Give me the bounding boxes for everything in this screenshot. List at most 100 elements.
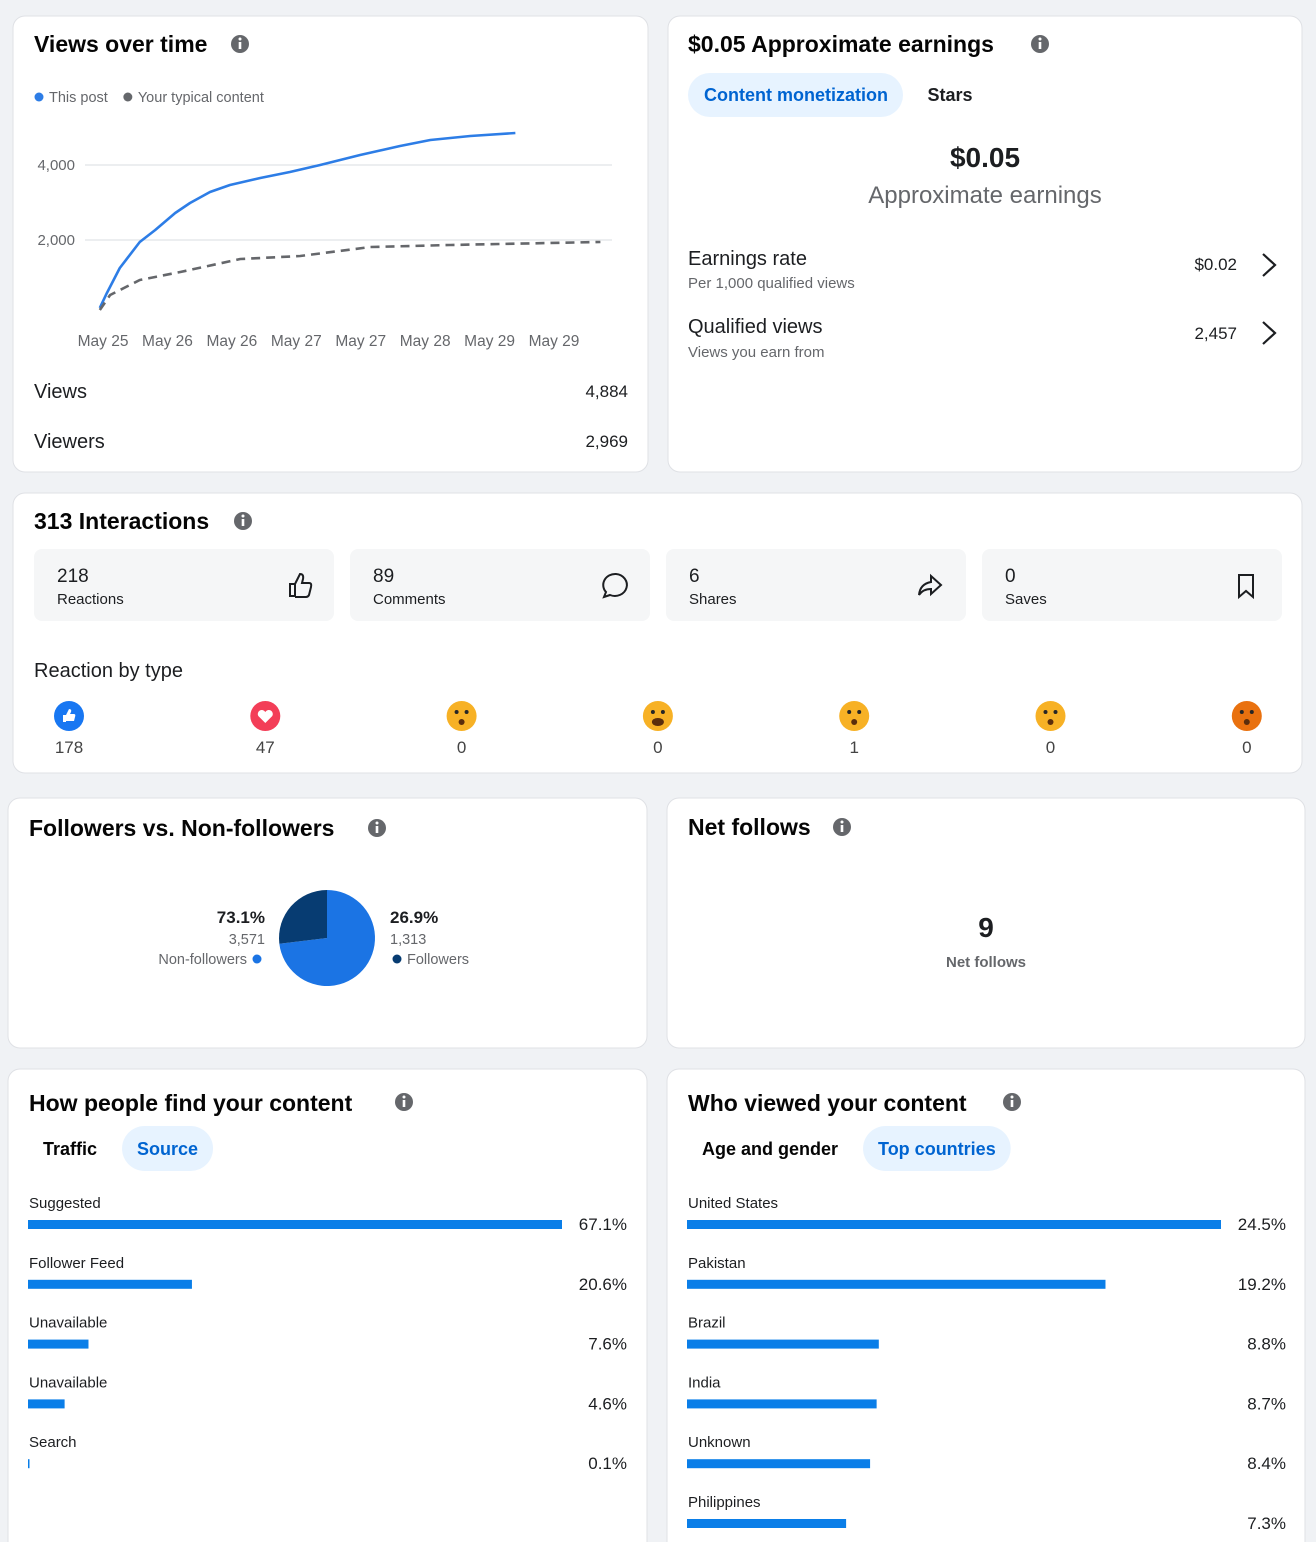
reaction-eye xyxy=(1239,710,1244,714)
reaction-eye xyxy=(464,710,469,714)
bar-label: Search xyxy=(29,1434,77,1451)
reaction-count: 0 xyxy=(1046,738,1055,757)
bar-value: 7.3% xyxy=(1247,1514,1286,1533)
bar xyxy=(28,1339,89,1349)
reaction-icon xyxy=(642,701,673,731)
legend-dot xyxy=(252,954,262,964)
bar xyxy=(687,1339,879,1349)
legend-label: Followers xyxy=(407,952,469,968)
tab-active[interactable] xyxy=(122,1126,214,1171)
bar xyxy=(687,1399,877,1409)
reaction-count: 178 xyxy=(55,738,83,757)
x-tick-label: May 25 xyxy=(78,333,129,350)
interaction-box xyxy=(350,549,650,621)
net-follows-card xyxy=(666,797,1306,1049)
interaction-box xyxy=(34,549,334,621)
x-tick-label: May 26 xyxy=(206,333,257,350)
reaction-glyph xyxy=(257,709,273,723)
bar xyxy=(28,1279,192,1289)
x-tick-label: May 28 xyxy=(400,333,451,350)
bar-label: Pakistan xyxy=(688,1255,746,1272)
tab[interactable]: Stars xyxy=(927,85,972,105)
card-title: Who viewed your content xyxy=(688,1090,967,1116)
card-title: Followers vs. Non-followers xyxy=(29,815,334,841)
reaction-count: 0 xyxy=(653,738,662,757)
reactions: 178 47 0 0 1 0 0 xyxy=(54,701,1262,757)
x-tick-label: May 29 xyxy=(464,333,515,350)
y-tick-label: 2,000 xyxy=(37,232,75,249)
bar-value: 8.7% xyxy=(1247,1394,1286,1413)
card-title: $0.05 Approximate earnings xyxy=(688,31,994,57)
bar xyxy=(687,1220,1221,1229)
chevron[interactable] xyxy=(1262,321,1277,345)
reaction-mouth xyxy=(651,718,664,726)
legend-dot xyxy=(392,954,402,964)
legend-label: Non-followers xyxy=(158,952,247,968)
y-tick-label: 4,000 xyxy=(37,157,75,174)
slice-count: 3,571 xyxy=(229,932,265,948)
views-card xyxy=(12,15,649,473)
reaction-eye xyxy=(650,710,655,714)
pie-chart: 73.1% 3,571 Non-followers 26.9% 1,313 Followe… xyxy=(158,890,469,986)
slice-percent: 73.1% xyxy=(217,908,265,927)
tab-active[interactable] xyxy=(863,1126,1011,1171)
reaction-icon xyxy=(446,701,477,731)
legend-label: Your typical content xyxy=(138,90,264,106)
bar-value: 20.6% xyxy=(579,1275,627,1294)
bar-label: Unknown xyxy=(688,1434,751,1451)
net-follows-value: 9 xyxy=(978,912,994,943)
amount-label: Approximate earnings xyxy=(868,182,1101,209)
interaction-label: Reactions xyxy=(57,591,124,608)
bar-label: Philippines xyxy=(688,1494,761,1511)
bar-label: Unavailable xyxy=(29,1374,107,1391)
tab[interactable]: Traffic xyxy=(43,1139,97,1159)
row-sub: Per 1,000 qualified views xyxy=(688,275,855,292)
section-title: Reaction by type xyxy=(34,660,183,682)
slice-percent: 26.9% xyxy=(390,908,438,927)
stat-value: 4,884 xyxy=(585,382,628,401)
slice-count: 1,313 xyxy=(390,932,426,948)
interaction-label: Shares xyxy=(689,591,737,608)
countries-card xyxy=(666,1068,1306,1542)
sources-card xyxy=(7,1068,648,1542)
interaction-label: Saves xyxy=(1005,591,1047,608)
reaction-eye xyxy=(1249,710,1254,714)
interaction-label: Comments xyxy=(373,591,446,608)
series-line xyxy=(98,240,601,311)
reaction-eye xyxy=(660,710,665,714)
row-value: 2,457 xyxy=(1194,324,1237,343)
card-title: 313 Interactions xyxy=(34,508,209,534)
reaction-glyph xyxy=(63,709,76,722)
tab[interactable]: Content monetization xyxy=(704,85,888,105)
tab[interactable]: Top countries xyxy=(878,1139,996,1159)
card-title: How people find your content xyxy=(29,1090,353,1116)
bar xyxy=(28,1459,30,1469)
bar-charts: Traffic Source Suggested 67.1% Follower Feed… xyxy=(28,1126,1286,1533)
bar-value: 19.2% xyxy=(1238,1275,1286,1294)
reaction-eye xyxy=(1043,710,1048,714)
x-tick-label: May 27 xyxy=(271,333,322,350)
bar xyxy=(28,1399,65,1409)
interaction-count: 89 xyxy=(373,566,394,587)
reaction-icon xyxy=(1035,701,1066,731)
tab-active[interactable] xyxy=(688,73,903,117)
stat-label: Views xyxy=(34,381,87,403)
row-value: $0.02 xyxy=(1194,255,1237,274)
bar-value: 7.6% xyxy=(588,1335,627,1354)
reaction-eye xyxy=(847,710,852,714)
bar-value: 0.1% xyxy=(588,1454,627,1473)
card-title: Net follows xyxy=(688,814,811,840)
row-sub: Views you earn from xyxy=(688,344,824,361)
tab[interactable]: Age and gender xyxy=(702,1139,838,1159)
bar-label: Brazil xyxy=(688,1315,726,1332)
chevron[interactable] xyxy=(1262,253,1277,277)
tab[interactable]: Source xyxy=(137,1139,198,1159)
reaction-mouth xyxy=(1047,719,1054,725)
x-tick-label: May 27 xyxy=(335,333,386,350)
bar-value: 24.5% xyxy=(1238,1215,1286,1234)
bar-value: 67.1% xyxy=(579,1215,627,1234)
info-icon[interactable] xyxy=(231,35,249,53)
reaction-icon xyxy=(1231,701,1262,731)
card-title: Views over time xyxy=(34,31,207,57)
